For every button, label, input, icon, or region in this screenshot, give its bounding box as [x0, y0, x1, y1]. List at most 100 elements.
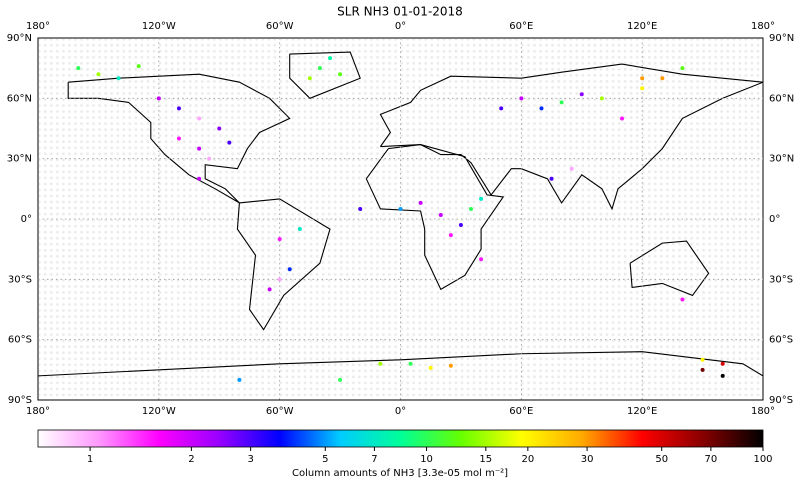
nh3-point	[227, 140, 232, 145]
colorbar-tick-label: 2	[188, 454, 194, 465]
nh3-point	[559, 100, 564, 105]
lon-label: 120°W	[142, 21, 176, 32]
nh3-point	[448, 233, 453, 238]
colorbar-tick-label: 20	[521, 454, 534, 465]
colorbar-tick-label: 50	[655, 454, 668, 465]
nh3-point	[76, 66, 81, 71]
colorbar-tick-label: 5	[322, 454, 328, 465]
nh3-point	[197, 146, 202, 151]
nh3-point	[519, 96, 524, 101]
nh3-point	[640, 76, 645, 81]
nh3-point	[660, 76, 665, 81]
lat-label: 0°	[21, 214, 32, 225]
lon-label: 180°	[751, 406, 775, 417]
colorbar-tick-label: 1	[87, 454, 93, 465]
nh3-point	[700, 367, 705, 372]
lon-label: 60°W	[266, 406, 294, 417]
colorbar-tick-label: 10	[420, 454, 433, 465]
colorbar-tick-label: 7	[371, 454, 377, 465]
lat-label: 60°S	[8, 335, 32, 346]
nh3-point	[599, 96, 604, 101]
nh3-point	[338, 377, 343, 382]
lat-label: 60°N	[769, 93, 794, 104]
nh3-point	[267, 287, 272, 292]
lat-label: 30°N	[769, 154, 794, 165]
nh3-point	[549, 176, 554, 181]
nh3-point	[539, 106, 544, 111]
nh3-point	[338, 72, 343, 77]
lon-label: 120°W	[142, 406, 176, 417]
colorbar-tick-label: 3	[247, 454, 253, 465]
nh3-point	[428, 365, 433, 370]
nh3-point	[176, 106, 181, 111]
nh3-point	[328, 56, 333, 61]
nh3-point	[197, 176, 202, 181]
lat-label: 0°	[769, 214, 780, 225]
lat-label: 30°S	[8, 274, 32, 285]
title: SLR NH3 01-01-2018	[337, 5, 463, 19]
nh3-point	[720, 361, 725, 366]
coastline	[236, 198, 331, 331]
nh3-point	[156, 96, 161, 101]
nh3-point	[116, 76, 121, 81]
nh3-point	[700, 357, 705, 362]
nh3-point	[438, 212, 443, 217]
lon-label: 180°	[26, 21, 50, 32]
nh3-point	[317, 66, 322, 71]
nh3-point	[620, 116, 625, 121]
nh3-point	[579, 92, 584, 97]
lon-label: 120°E	[627, 406, 657, 417]
nh3-point	[277, 237, 282, 242]
lat-label: 60°N	[7, 93, 32, 104]
nh3-point	[479, 196, 484, 201]
nh3-point	[458, 223, 463, 228]
coastline	[289, 51, 361, 99]
nh3-point	[448, 363, 453, 368]
coastline	[629, 240, 710, 297]
colorbar-tick-label: 70	[705, 454, 718, 465]
lon-label: 60°E	[509, 406, 533, 417]
lon-label: 180°	[751, 21, 775, 32]
lon-label: 60°E	[509, 21, 533, 32]
colorbar-tick-label: 30	[581, 454, 594, 465]
nh3-point	[569, 166, 574, 171]
lon-label: 0°	[395, 406, 406, 417]
nh3-point	[207, 156, 212, 161]
nh3-point	[307, 76, 312, 81]
nh3-point	[176, 136, 181, 141]
nh3-point	[197, 116, 202, 121]
lat-label: 90°N	[769, 33, 794, 44]
lat-label: 90°S	[769, 395, 793, 406]
nh3-point	[217, 126, 222, 131]
nh3-point	[277, 277, 282, 282]
nh3-point	[398, 206, 403, 211]
nh3-point	[468, 206, 473, 211]
lat-label: 30°S	[769, 274, 793, 285]
colorbar-tick-label: 15	[479, 454, 492, 465]
nh3-point	[136, 64, 141, 69]
lat-label: 90°N	[7, 33, 32, 44]
lon-label: 120°E	[627, 21, 657, 32]
lat-label: 30°N	[7, 154, 32, 165]
lat-label: 60°S	[769, 335, 793, 346]
nh3-point	[358, 206, 363, 211]
nh3-point	[378, 361, 383, 366]
nh3-point	[479, 257, 484, 262]
nh3-point	[640, 86, 645, 91]
colorbar-label: Column amounts of NH3 [3.3e-05 mol m⁻²]	[292, 468, 508, 479]
nh3-point	[408, 361, 413, 366]
lon-label: 0°	[395, 21, 406, 32]
colorbar-tick-label: 100	[753, 454, 772, 465]
nh3-point	[499, 106, 504, 111]
nh3-point	[418, 200, 423, 205]
lon-label: 60°W	[266, 21, 294, 32]
nh3-point	[720, 373, 725, 378]
coastline	[67, 73, 291, 204]
colorbar	[37, 429, 764, 448]
nh3-point	[237, 377, 242, 382]
nh3-point	[680, 66, 685, 71]
nh3-point	[297, 227, 302, 232]
nh3-point	[680, 297, 685, 302]
